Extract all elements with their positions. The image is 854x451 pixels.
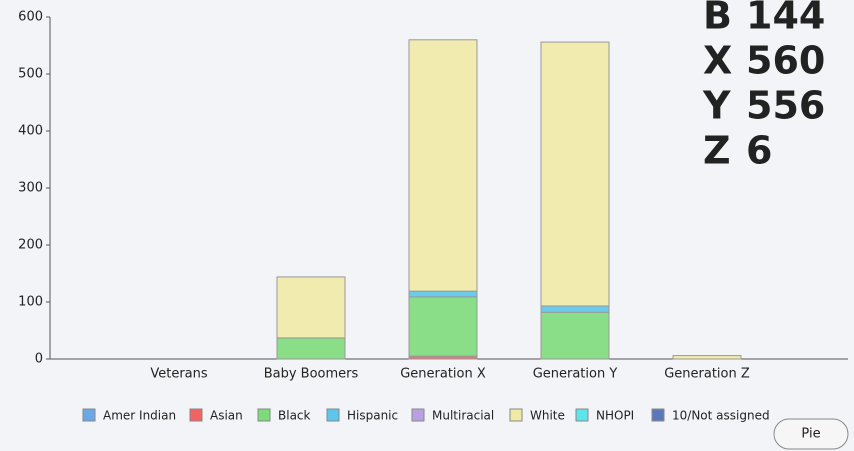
legend-label: Asian <box>210 409 243 423</box>
bar-segment <box>541 306 609 312</box>
legend-label: Black <box>278 409 311 423</box>
legend-swatch <box>258 409 270 421</box>
y-tick-label: 100 <box>18 295 43 310</box>
legend-swatch <box>190 409 202 421</box>
legend-label: 10/Not assigned <box>672 409 770 423</box>
bar-segment <box>541 42 609 306</box>
bar-segment <box>409 40 477 291</box>
legend-swatch <box>412 409 424 421</box>
annotation-letter: B <box>703 0 732 38</box>
x-tick-label: Generation X <box>400 367 486 382</box>
legend-label: Amer Indian <box>103 409 176 423</box>
annotation-value: 6 <box>746 129 772 173</box>
bar-segment <box>409 297 477 356</box>
legend-label: NHOPI <box>596 409 634 423</box>
x-tick-label: Generation Z <box>664 367 750 382</box>
annotation-letter: Y <box>702 84 731 128</box>
legend-swatch <box>576 409 588 421</box>
y-tick-label: 0 <box>35 352 43 367</box>
bar-segment <box>673 356 741 359</box>
legend-swatch <box>83 409 95 421</box>
annotation-value: 560 <box>746 39 825 83</box>
bar-segment <box>541 312 609 359</box>
bar-segment <box>277 277 345 338</box>
legend-label: Hispanic <box>347 409 398 423</box>
chart: Pie 0 100 200 300 400 500 600 Veterans Baby Boom… <box>0 0 854 451</box>
annotation-letter: X <box>703 39 732 83</box>
y-tick-label: 600 <box>18 10 43 25</box>
y-tick-label: 400 <box>18 124 43 139</box>
legend-swatch <box>510 409 522 421</box>
x-tick-label: Generation Y <box>533 367 618 382</box>
y-tick-label: 500 <box>18 67 43 82</box>
annotation-value: 556 <box>746 84 825 128</box>
bar-segment <box>409 291 477 297</box>
x-tick-label: Veterans <box>150 367 208 382</box>
pie-button[interactable]: Pie <box>774 419 848 449</box>
x-tick-label: Baby Boomers <box>264 367 359 382</box>
y-tick-label: 200 <box>18 238 43 253</box>
legend-label: White <box>530 409 565 423</box>
annotation-letter: Z <box>703 129 731 173</box>
legend-label: Multiracial <box>432 409 494 423</box>
bar-segment <box>277 338 345 359</box>
legend-swatch <box>327 409 339 421</box>
annotation-value: 144 <box>746 0 825 38</box>
y-tick-label: 300 <box>18 181 43 196</box>
legend-swatch <box>652 409 664 421</box>
button-label[interactable]: Pie <box>801 427 820 442</box>
